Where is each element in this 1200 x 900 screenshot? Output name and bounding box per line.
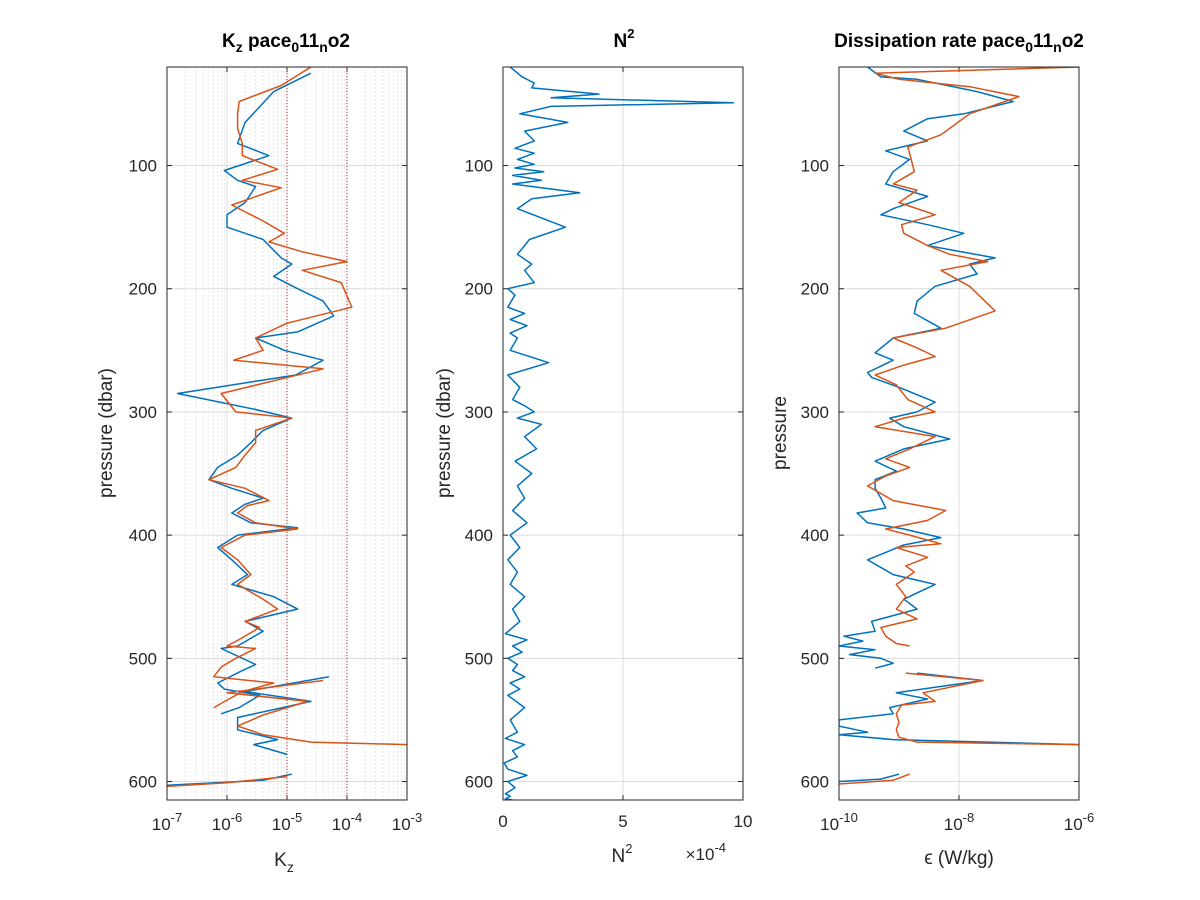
n2-x-tick-label: 5 xyxy=(618,812,627,831)
eps-y-tick-label: 500 xyxy=(801,649,829,668)
eps-title: Dissipation rate pace011no2 xyxy=(834,31,1084,55)
eps-series-1-line xyxy=(839,67,1014,669)
n2-xlabel-n: N xyxy=(612,846,626,867)
kz-y-tick-label: 600 xyxy=(129,773,157,792)
n2-axes: 0 5 10 100 200 300 400 500 600 xyxy=(465,66,753,831)
n2-x-tick-label: 0 xyxy=(498,812,507,831)
eps-series-2-line xyxy=(895,672,1079,746)
kz-title-sub-n: n xyxy=(319,39,328,55)
kz-title: Kz pace011no2 xyxy=(222,31,350,55)
eps-axes-frame xyxy=(838,66,1080,801)
n2-series-1-line xyxy=(503,67,735,800)
n2-y-tick-label: 200 xyxy=(465,280,493,299)
kz-title-11: 11 xyxy=(299,31,320,52)
kz-xlabel-sub: z xyxy=(287,859,294,875)
kz-x-tick-label: 10-7 xyxy=(152,810,182,834)
eps-title-11: 11 xyxy=(1033,31,1054,52)
n2-x-multiplier: ×10-4 xyxy=(686,840,726,864)
n2-y-tick-label: 100 xyxy=(465,157,493,176)
n2-x-multiplier-exp: -4 xyxy=(714,840,726,855)
kz-title-k: K xyxy=(222,31,236,52)
n2-x-multiplier-base: ×10 xyxy=(686,845,715,864)
eps-y-tick-label: 200 xyxy=(801,280,829,299)
kz-series-group xyxy=(167,67,407,788)
kz-title-o2: o2 xyxy=(328,31,350,52)
n2-title-sup: 2 xyxy=(627,26,634,41)
kz-xlabel-k: K xyxy=(274,850,287,871)
eps-y-tick-label: 100 xyxy=(801,157,829,176)
kz-series-1-line xyxy=(236,676,330,756)
kz-y-tick-label: 300 xyxy=(129,403,157,422)
eps-series-1-line xyxy=(839,672,1079,746)
kz-y-tick-label: 200 xyxy=(129,280,157,299)
eps-title-o2: o2 xyxy=(1062,31,1084,52)
kz-y-tick-label: 100 xyxy=(129,157,157,176)
eps-y-tick-label: 600 xyxy=(801,773,829,792)
eps-series-2-line xyxy=(839,773,910,785)
kz-y-tick-label: 500 xyxy=(129,649,157,668)
eps-title-main: Dissipation rate pace xyxy=(834,31,1025,52)
kz-series-1-line xyxy=(167,773,292,786)
eps-ylabel: pressure xyxy=(770,396,791,470)
n2-y-tick-label: 500 xyxy=(465,649,493,668)
kz-x-tick-label: 10-5 xyxy=(272,810,302,834)
n2-y-tick-label: 400 xyxy=(465,526,493,545)
subplot-dissipation: Dissipation rate pace011no2 ϵ (W/kg) pre… xyxy=(770,31,1084,869)
n2-ylabel: pressure (dbar) xyxy=(434,368,455,498)
kz-title-sub-z: z xyxy=(236,39,243,55)
subplot-n2: N2 N2 ×10-4 pressure (dbar) xyxy=(434,26,726,867)
eps-x-tick-label: 10-6 xyxy=(1064,810,1094,834)
eps-y-tick-label: 300 xyxy=(801,403,829,422)
kz-series-2-line xyxy=(226,679,407,746)
kz-axes: 10-7 10-6 10-5 10-4 10-3 100 200 300 400 500 600 xyxy=(129,66,422,834)
n2-axes-frame xyxy=(502,66,744,801)
eps-x-tick-label: 10-8 xyxy=(944,810,974,834)
eps-xlabel: ϵ (W/kg) xyxy=(924,848,994,869)
eps-y-tick-label: 400 xyxy=(801,526,829,545)
eps-series-1-line xyxy=(839,773,900,783)
n2-series-group xyxy=(503,67,735,800)
eps-series-group xyxy=(839,67,1079,785)
kz-x-tick-label: 10-3 xyxy=(392,810,422,834)
kz-y-tick-label: 400 xyxy=(129,526,157,545)
eps-series-2-line xyxy=(866,67,1079,647)
n2-y-tick-label: 300 xyxy=(465,403,493,422)
n2-xlabel: N2 xyxy=(612,841,633,867)
kz-title-sub-0: 0 xyxy=(291,39,299,55)
n2-x-tick-label: 10 xyxy=(734,812,753,831)
kz-x-tick-label: 10-4 xyxy=(332,810,362,834)
n2-xlabel-sup: 2 xyxy=(625,841,632,856)
eps-title-sub-n: n xyxy=(1053,39,1062,55)
n2-title-n: N xyxy=(614,31,628,52)
kz-series-2-line xyxy=(208,67,353,709)
n2-title: N2 xyxy=(614,26,635,52)
subplot-kz: Kz pace011no2 Kz pressure (dbar) xyxy=(96,31,350,875)
kz-series-1-line xyxy=(176,72,335,715)
eps-title-sub-0: 0 xyxy=(1025,39,1033,55)
kz-xlabel: Kz xyxy=(274,850,294,875)
kz-series-2-line xyxy=(167,775,288,788)
kz-x-tick-label: 10-6 xyxy=(212,810,242,834)
eps-x-tick-label: 10-10 xyxy=(820,810,858,834)
kz-title-pace: pace xyxy=(243,31,292,52)
n2-y-tick-label: 600 xyxy=(465,773,493,792)
kz-ylabel: pressure (dbar) xyxy=(96,368,117,498)
eps-axes: 10-10 10-8 10-6 100 200 300 400 500 600 xyxy=(801,66,1094,834)
kz-axes-frame xyxy=(166,66,408,801)
